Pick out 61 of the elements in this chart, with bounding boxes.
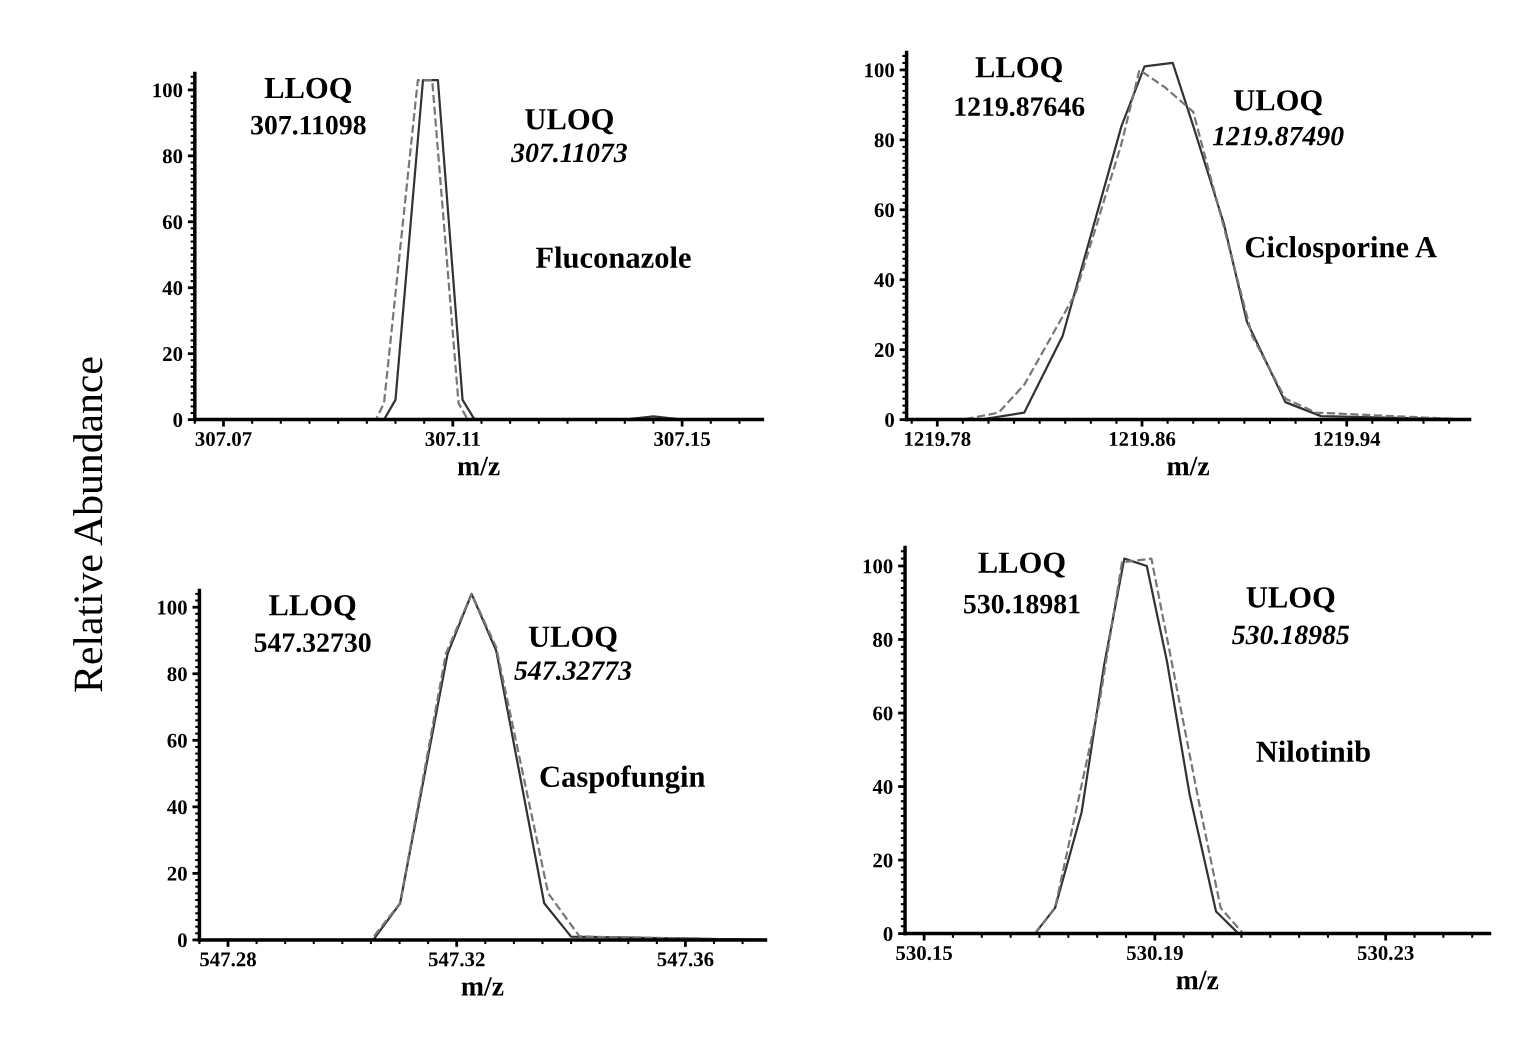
x-tick-label: 1219.86 [1109,432,1176,447]
annotation: 547.32730 [254,633,371,653]
y-tick-label: 80 [162,149,183,164]
x-axis-title: m/z [1176,970,1219,990]
annotation: LLOQ [269,595,356,621]
annotation: 530.18985 [1232,625,1350,645]
y-tick-label: 40 [162,281,183,296]
x-tick-label: 1219.94 [1314,432,1381,447]
x-tick-label: 307.15 [654,432,711,447]
annotation: LLOQ [264,77,352,104]
y-tick-label: 80 [873,632,893,647]
x-tick-label: 530.19 [1127,946,1183,961]
y-tick-label: 80 [167,667,187,682]
x-tick-label: 307.11 [425,432,480,447]
annotation: 307.11098 [251,115,366,135]
y-tick-label: 60 [874,203,894,218]
annotation: LLOQ [975,57,1062,83]
x-axis-title: m/z [1167,456,1210,476]
y-tick-label: 60 [162,215,183,230]
y-tick-label: 40 [167,800,187,815]
annotation: ULOQ [1233,90,1322,116]
y-tick-label: 0 [177,933,187,948]
y-tick-label: 60 [873,706,893,721]
x-tick-label: 530.15 [896,946,952,961]
annotation: 307.11073 [510,143,627,163]
y-tick-label: 0 [883,926,893,942]
annotation: 1219.87490 [1212,126,1344,146]
y-tick-label: 20 [163,347,183,362]
annotation: LLOQ [978,552,1065,578]
y-tick-label: 60 [167,733,187,748]
annotation: Caspofungin [540,765,706,794]
annotation: Ciclosporine A [1245,236,1437,264]
x-tick-label: 547.32 [428,952,485,967]
annotation: Nilotinib [1256,740,1370,763]
x-tick-label: 307.07 [195,432,252,447]
y-tick-label: 100 [863,559,893,574]
y-axis-title: Relative Abundance [73,357,103,692]
y-tick-label: 100 [158,600,187,615]
annotation: Fluconazole [535,246,691,269]
x-tick-label: 547.36 [657,952,714,967]
annotation: ULOQ [1246,587,1335,613]
annotation: 530.18981 [964,594,1080,614]
annotation: ULOQ [528,626,617,652]
x-tick-label: 547.28 [200,952,256,967]
annotation: 547.32773 [514,661,632,681]
y-tick-label: 40 [872,779,893,794]
y-tick-label: 20 [167,866,187,881]
x-axis-title: m/z [457,456,500,476]
y-tick-label: 100 [865,63,894,78]
y-tick-label: 20 [874,343,894,358]
y-tick-label: 0 [173,412,183,428]
y-tick-label: 40 [874,273,894,288]
annotation: 1219.87646 [955,97,1085,117]
x-axis-title: m/z [461,977,504,996]
y-tick-label: 0 [885,412,894,428]
x-tick-label: 1219.78 [905,432,971,447]
y-tick-label: 80 [874,133,894,148]
x-tick-label: 530.23 [1357,946,1414,961]
y-tick-label: 20 [873,853,893,868]
annotation: ULOQ [525,109,614,135]
y-tick-label: 100 [153,83,183,98]
